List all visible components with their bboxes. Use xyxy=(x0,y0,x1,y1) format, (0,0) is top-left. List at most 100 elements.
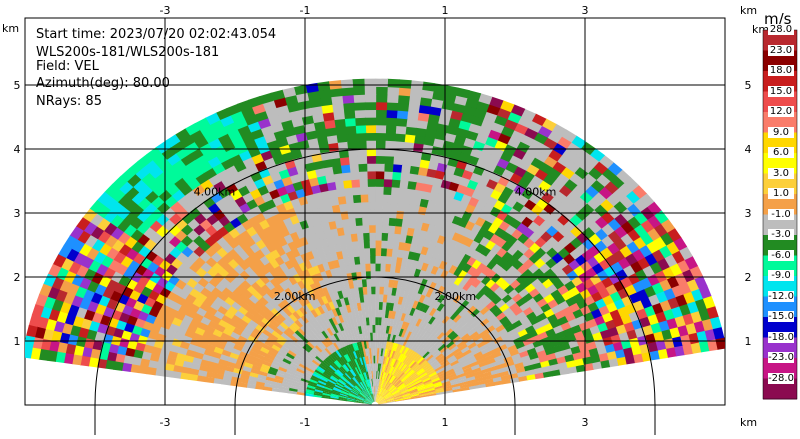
colorbar-tick-label: 9.0 xyxy=(768,127,794,138)
axis-unit-label: km xyxy=(740,416,757,429)
colorbar-tick-label: -28.0 xyxy=(768,373,794,384)
velocity-cell xyxy=(354,210,362,219)
velocity-cell xyxy=(364,79,376,88)
velocity-cell xyxy=(380,255,386,264)
velocity-cell xyxy=(399,79,412,88)
velocity-cell xyxy=(351,179,360,188)
azimuth-label: Azimuth(deg): 80.00 xyxy=(36,75,170,93)
velocity-cell xyxy=(375,202,383,210)
velocity-cell xyxy=(352,187,361,196)
velocity-cell xyxy=(383,194,391,203)
velocity-cell xyxy=(365,125,376,133)
velocity-cell xyxy=(376,117,387,126)
velocity-cell xyxy=(370,255,376,263)
velocity-cell xyxy=(378,309,382,317)
velocity-cell xyxy=(356,140,366,149)
velocity-cell xyxy=(366,271,371,280)
velocity-cell xyxy=(375,225,382,234)
range-ring-label: 2.00km xyxy=(435,290,477,303)
velocity-cell xyxy=(375,355,377,363)
velocity-cell xyxy=(375,317,378,325)
velocity-cell xyxy=(396,210,404,219)
velocity-cell xyxy=(385,125,396,134)
velocity-cell xyxy=(375,163,384,172)
velocity-cell xyxy=(389,210,397,219)
colorbar-tick-label: 23.0 xyxy=(768,45,794,56)
velocity-cell xyxy=(376,94,388,103)
velocity-cell xyxy=(359,171,368,180)
x-tick-label-bottom: 3 xyxy=(582,416,589,429)
velocity-cell xyxy=(361,202,369,211)
velocity-cell xyxy=(375,301,379,309)
velocity-cell xyxy=(360,186,369,195)
velocity-cell xyxy=(317,81,331,91)
velocity-cell xyxy=(366,132,376,140)
velocity-cell xyxy=(381,248,387,257)
axis-unit-label: km xyxy=(2,22,19,35)
velocity-cell xyxy=(343,180,352,189)
colorbar-tick-label: -23.0 xyxy=(768,352,794,363)
velocity-cell xyxy=(369,217,376,225)
velocity-cell xyxy=(353,202,361,211)
velocity-cell xyxy=(352,79,365,88)
velocity-cell xyxy=(381,232,388,241)
velocity-cell xyxy=(387,79,400,88)
colorbar-tick-label: -18.0 xyxy=(768,332,794,343)
velocity-cell xyxy=(369,225,376,233)
velocity-cell xyxy=(368,202,376,210)
velocity-cell xyxy=(344,118,356,127)
velocity-cell xyxy=(360,194,368,203)
velocity-cell xyxy=(382,209,390,218)
velocity-cell xyxy=(361,209,369,218)
range-ring-label: 4.00km xyxy=(515,185,557,198)
velocity-cell xyxy=(375,217,382,226)
field-label: Field: VEL xyxy=(36,58,99,76)
velocity-cell xyxy=(375,278,380,286)
velocity-cell xyxy=(384,171,393,180)
y-tick-label-right: 3 xyxy=(745,207,752,220)
axis-unit-label: km xyxy=(740,4,757,17)
velocity-cell xyxy=(353,86,365,95)
velocity-cell xyxy=(366,278,371,287)
velocity-cell xyxy=(386,248,393,257)
velocity-cell xyxy=(367,286,372,295)
velocity-cell xyxy=(393,233,401,242)
velocity-cell xyxy=(362,217,370,226)
velocity-cell xyxy=(367,178,376,187)
velocity-cell xyxy=(347,141,358,150)
velocity-cell xyxy=(381,240,388,249)
velocity-cell xyxy=(362,225,369,234)
velocity-cell xyxy=(350,171,360,180)
velocity-cell xyxy=(365,109,376,118)
velocity-cell xyxy=(386,256,392,265)
velocity-cell xyxy=(392,171,402,180)
colorbar-tick-label: -12.0 xyxy=(768,291,794,302)
velocity-cell xyxy=(354,102,366,111)
velocity-cell xyxy=(375,271,380,279)
velocity-cell xyxy=(382,217,390,226)
velocity-cell xyxy=(355,217,363,226)
velocity-cell xyxy=(391,179,400,188)
colorbar-tick-label: 18.0 xyxy=(768,65,794,76)
velocity-cell xyxy=(390,194,399,203)
velocity-cell xyxy=(353,194,362,203)
velocity-cell xyxy=(366,140,376,149)
velocity-cell xyxy=(369,240,375,248)
velocity-cell xyxy=(371,278,376,286)
velocity-cell xyxy=(380,278,385,287)
x-tick-label-bottom: -3 xyxy=(160,416,171,429)
y-tick-label-left: 2 xyxy=(14,271,21,284)
velocity-cell xyxy=(384,279,389,288)
velocity-cell xyxy=(395,218,403,227)
velocity-cell xyxy=(383,186,392,195)
colorbar-tick-label: 1.0 xyxy=(768,188,794,199)
x-tick-label-bottom: -1 xyxy=(300,416,311,429)
velocity-cell xyxy=(387,240,394,249)
velocity-cell xyxy=(390,202,398,211)
velocity-cell xyxy=(372,309,376,317)
velocity-cell xyxy=(376,102,388,111)
colorbar-tick-label: 6.0 xyxy=(768,147,794,158)
velocity-cell xyxy=(387,87,400,96)
velocity-cell xyxy=(375,347,377,355)
